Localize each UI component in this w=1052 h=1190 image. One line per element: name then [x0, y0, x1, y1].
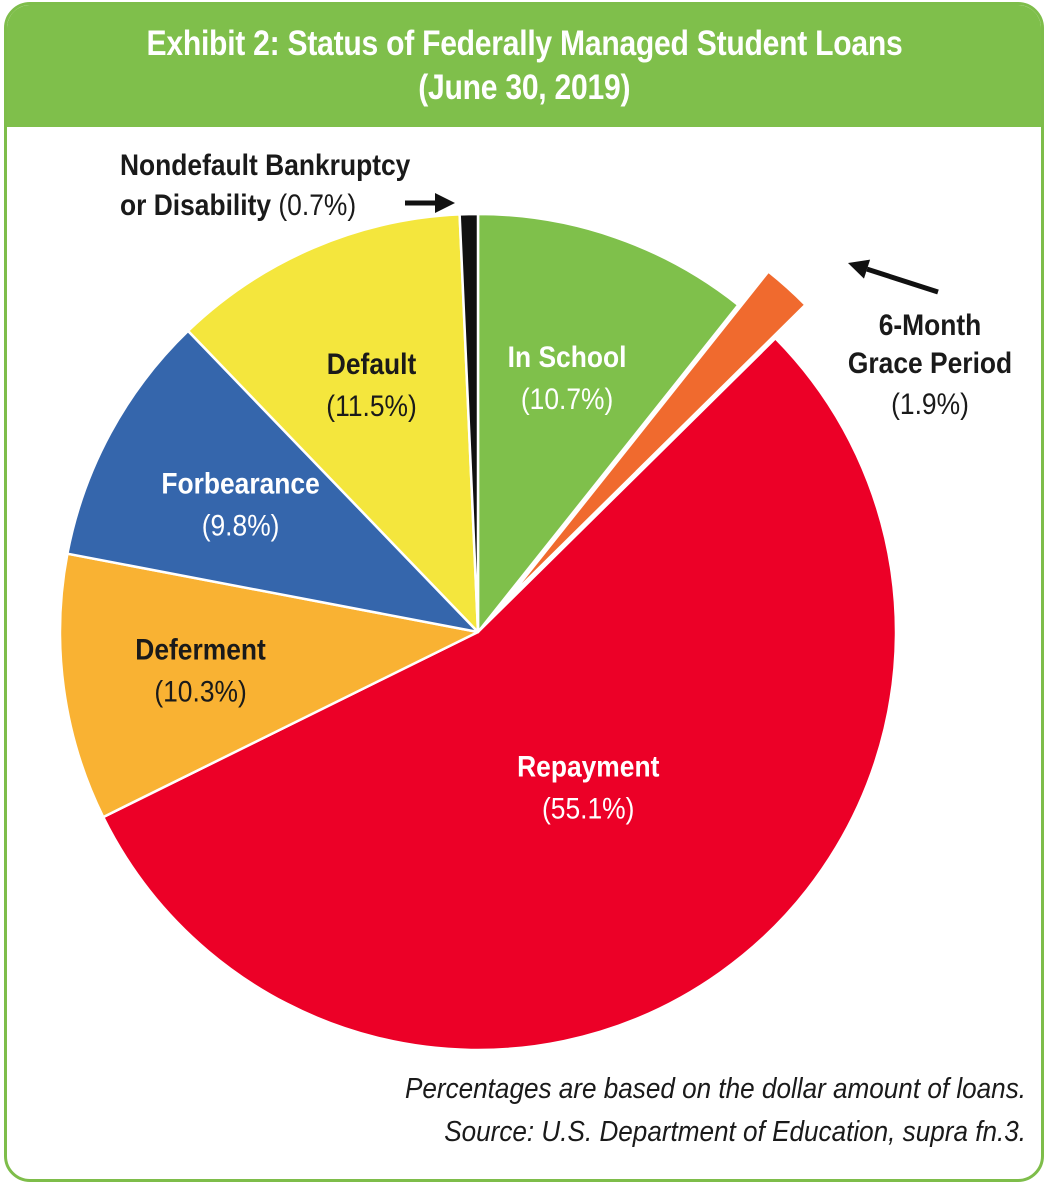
- nondefault-arrow: [405, 193, 455, 213]
- pie-slice-deferment: [58, 552, 480, 819]
- nondefault-label-line2: or Disability (0.7%): [120, 187, 356, 221]
- slice-value-default: (11.5%): [326, 388, 416, 422]
- slice-label-repayment: Repayment: [517, 749, 660, 783]
- nondefault-label-line1: Nondefault Bankruptcy: [120, 147, 411, 181]
- pie-slice-nondefault-bankruptcy-or-disability: [458, 212, 480, 634]
- grace-arrow: [848, 259, 939, 295]
- chart-title: Exhibit 2: Status of Federally Managed S…: [146, 24, 902, 63]
- slice-value-in-school: (10.7%): [521, 382, 613, 416]
- chart-header: Exhibit 2: Status of Federally Managed S…: [7, 5, 1041, 127]
- slice-label-default: Default: [327, 346, 417, 380]
- slice-value-repayment: (55.1%): [542, 791, 634, 825]
- pie-slice-repayment: [101, 337, 898, 1052]
- pie-slice-6-month-grace-period: [506, 270, 807, 600]
- slice-value-deferment: (10.3%): [154, 674, 246, 708]
- pie-slice-forbearance: [66, 329, 480, 634]
- slice-label-in-school: In School: [508, 340, 627, 374]
- chart-subtitle: (June 30, 2019): [418, 68, 630, 107]
- pie-slice-in-school: [476, 212, 740, 634]
- grace-label-line2: Grace Period: [848, 345, 1012, 379]
- footnote-source: Source: U.S. Department of Education, su…: [444, 1116, 1026, 1148]
- slice-label-deferment: Deferment: [135, 632, 266, 666]
- grace-value: (1.9%): [891, 386, 969, 420]
- grace-label-line1: 6-Month: [879, 307, 982, 341]
- slice-value-forbearance: (9.8%): [202, 508, 280, 542]
- footnote-basis: Percentages are based on the dollar amou…: [404, 1073, 1026, 1105]
- pie-slice-default: [186, 213, 480, 634]
- slice-label-forbearance: Forbearance: [161, 466, 319, 500]
